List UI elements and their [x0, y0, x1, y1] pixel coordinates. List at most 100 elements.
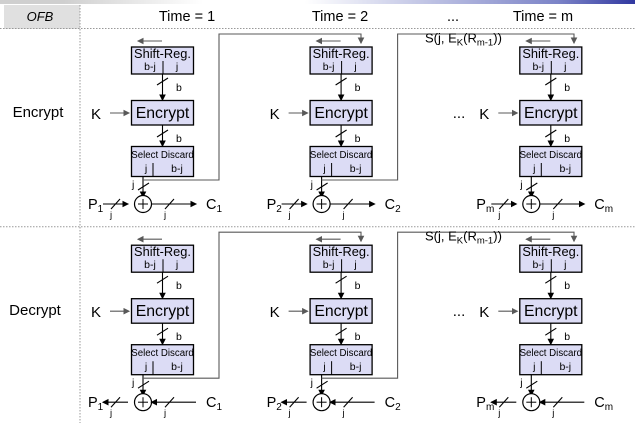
svg-text:j: j: [163, 408, 166, 419]
svg-text:Select Discard: Select Discard: [131, 150, 193, 161]
svg-text:b-j: b-j: [350, 361, 362, 373]
svg-text:j: j: [497, 408, 500, 419]
svg-text:j: j: [353, 61, 356, 73]
svg-text:Shift-Reg.: Shift-Reg.: [522, 46, 579, 61]
svg-text:b-j: b-j: [144, 61, 156, 73]
svg-text:b: b: [355, 331, 361, 343]
svg-text:j: j: [532, 163, 535, 175]
svg-text:j: j: [519, 377, 522, 389]
svg-text:j: j: [322, 163, 325, 175]
svg-text:K: K: [479, 304, 489, 321]
svg-text:S(j, EK(Rm-1)): S(j, EK(Rm-1)): [425, 229, 502, 247]
svg-text:j: j: [519, 179, 522, 191]
svg-text:j: j: [109, 210, 112, 221]
svg-text:P1: P1: [88, 395, 104, 413]
svg-text:j: j: [131, 377, 134, 389]
svg-text:C1: C1: [206, 395, 222, 413]
svg-text:b-j: b-j: [171, 361, 183, 373]
svg-text:b: b: [176, 331, 182, 343]
svg-text:Shift-Reg.: Shift-Reg.: [134, 244, 191, 259]
svg-text:Cm: Cm: [594, 197, 613, 215]
svg-text:K: K: [270, 106, 280, 123]
svg-text:j: j: [532, 361, 535, 373]
svg-text:j: j: [310, 377, 313, 389]
svg-text:b-j: b-j: [323, 61, 335, 73]
svg-text:Encrypt: Encrypt: [524, 303, 578, 320]
svg-text:b: b: [176, 280, 182, 292]
svg-text:b: b: [355, 133, 361, 145]
svg-text:j: j: [288, 210, 291, 221]
svg-text:Select Discard: Select Discard: [520, 348, 582, 359]
svg-text:Time = 1: Time = 1: [159, 9, 215, 25]
svg-text:Select Discard: Select Discard: [131, 348, 193, 359]
svg-text:b-j: b-j: [144, 259, 156, 271]
svg-text:b-j: b-j: [532, 259, 544, 271]
svg-text:j: j: [551, 210, 554, 221]
svg-text:j: j: [163, 210, 166, 221]
svg-text:b-j: b-j: [171, 163, 183, 175]
svg-text:b: b: [564, 280, 570, 292]
svg-text:b-j: b-j: [532, 61, 544, 73]
svg-text:...: ...: [453, 105, 466, 122]
svg-text:j: j: [288, 408, 291, 419]
svg-text:j: j: [551, 408, 554, 419]
svg-text:OFB: OFB: [27, 9, 54, 24]
svg-text:b: b: [176, 133, 182, 145]
svg-text:K: K: [91, 106, 101, 123]
svg-text:Encrypt: Encrypt: [13, 104, 65, 121]
svg-text:b-j: b-j: [559, 163, 571, 175]
svg-text:Shift-Reg.: Shift-Reg.: [134, 46, 191, 61]
svg-text:P2: P2: [267, 197, 283, 215]
svg-text:...: ...: [453, 303, 466, 320]
svg-text:Time = m: Time = m: [513, 9, 573, 25]
svg-text:Pm: Pm: [476, 395, 494, 413]
svg-text:b: b: [176, 82, 182, 94]
svg-text:j: j: [342, 210, 345, 221]
svg-text:Shift-Reg.: Shift-Reg.: [522, 244, 579, 259]
svg-text:Decrypt: Decrypt: [9, 302, 62, 319]
svg-text:b: b: [355, 82, 361, 94]
svg-text:b-j: b-j: [323, 259, 335, 271]
svg-text:P1: P1: [88, 197, 104, 215]
svg-text:j: j: [353, 259, 356, 271]
svg-text:j: j: [342, 408, 345, 419]
svg-text:j: j: [322, 361, 325, 373]
svg-text:Shift-Reg.: Shift-Reg.: [313, 244, 370, 259]
svg-text:C2: C2: [385, 395, 401, 413]
svg-text:b: b: [564, 331, 570, 343]
svg-text:j: j: [144, 163, 147, 175]
svg-text:Encrypt: Encrypt: [136, 303, 190, 320]
svg-text:Shift-Reg.: Shift-Reg.: [313, 46, 370, 61]
svg-text:P2: P2: [267, 395, 283, 413]
svg-text:b-j: b-j: [350, 163, 362, 175]
svg-text:Time = 2: Time = 2: [312, 9, 368, 25]
svg-text:...: ...: [447, 9, 459, 25]
svg-text:Pm: Pm: [476, 197, 494, 215]
svg-text:j: j: [563, 61, 566, 73]
svg-text:b: b: [564, 133, 570, 145]
svg-text:Encrypt: Encrypt: [314, 303, 368, 320]
svg-text:j: j: [144, 361, 147, 373]
svg-text:Select Discard: Select Discard: [520, 150, 582, 161]
svg-text:C2: C2: [385, 197, 401, 215]
svg-text:j: j: [109, 408, 112, 419]
svg-text:b-j: b-j: [559, 361, 571, 373]
svg-text:Encrypt: Encrypt: [314, 105, 368, 122]
svg-text:K: K: [270, 304, 280, 321]
svg-text:j: j: [310, 179, 313, 191]
svg-text:Cm: Cm: [594, 395, 613, 413]
svg-text:C1: C1: [206, 197, 222, 215]
svg-text:j: j: [175, 259, 178, 271]
svg-text:j: j: [563, 259, 566, 271]
svg-text:Encrypt: Encrypt: [524, 105, 578, 122]
svg-text:j: j: [497, 210, 500, 221]
svg-text:b: b: [564, 82, 570, 94]
svg-text:j: j: [175, 61, 178, 73]
svg-text:Select Discard: Select Discard: [310, 150, 372, 161]
svg-text:K: K: [91, 304, 101, 321]
svg-text:b: b: [355, 280, 361, 292]
svg-text:Encrypt: Encrypt: [136, 105, 190, 122]
svg-text:Select Discard: Select Discard: [310, 348, 372, 359]
svg-text:j: j: [131, 179, 134, 191]
svg-text:S(j, EK(Rm-1)): S(j, EK(Rm-1)): [425, 31, 502, 49]
